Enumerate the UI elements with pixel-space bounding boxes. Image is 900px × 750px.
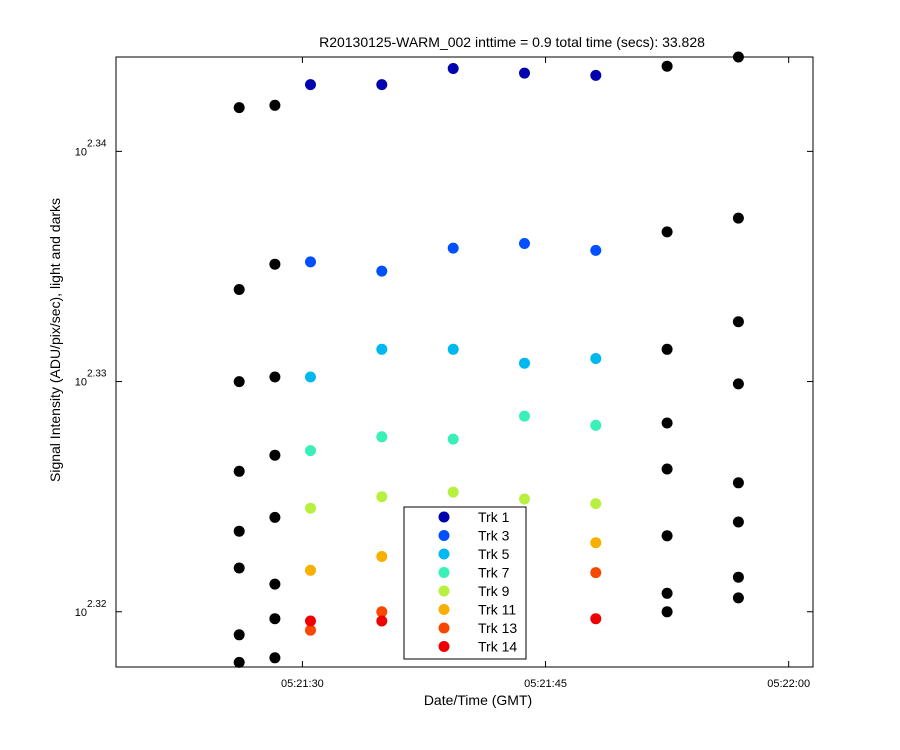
data-point-trk-5	[519, 357, 530, 369]
data-point-dark	[661, 606, 673, 618]
data-points	[233, 51, 744, 668]
legend-marker	[438, 641, 450, 652]
data-point-trk-9	[305, 502, 316, 514]
data-point-dark	[233, 284, 245, 295]
legend-label: Trk 1	[478, 509, 510, 525]
data-point-trk-7	[447, 433, 459, 445]
data-point-trk-13	[590, 567, 602, 579]
data-point-trk-11	[305, 564, 316, 576]
data-point-trk-13	[376, 606, 388, 618]
data-point-trk-9	[376, 491, 388, 503]
data-point-dark	[233, 656, 245, 668]
data-point-trk-7	[519, 410, 530, 422]
data-point-trk-11	[376, 551, 388, 562]
axis-ticks: 05:21:30 05:21:45 05:22:00102.32102.33102.…	[75, 57, 813, 690]
legend-label: Trk 5	[478, 546, 510, 562]
data-point-dark	[269, 511, 281, 523]
data-point-trk-14	[305, 615, 316, 627]
data-point-dark	[732, 516, 744, 528]
y-tick-label-exponent: 2.33	[87, 369, 107, 380]
legend-label: Trk 9	[478, 583, 510, 599]
data-point-dark	[732, 571, 744, 583]
data-point-dark	[661, 530, 673, 542]
legend-marker	[438, 622, 450, 634]
data-point-dark	[661, 60, 673, 72]
data-point-trk-3	[376, 265, 388, 277]
legend-label: Trk 11	[478, 602, 516, 618]
data-point-trk-14	[590, 613, 602, 625]
legend-marker	[438, 511, 450, 523]
data-point-dark	[732, 212, 744, 224]
legend-label: Trk 7	[478, 565, 510, 581]
y-tick-label-base: 10	[75, 377, 87, 389]
data-point-dark	[233, 629, 245, 641]
data-point-dark	[233, 525, 245, 537]
data-point-trk-1	[447, 63, 459, 74]
y-axis-label: Signal Intensity (ADU/pix/sec), light an…	[47, 198, 63, 482]
data-point-dark	[732, 378, 744, 390]
data-point-dark	[233, 562, 245, 574]
data-point-trk-3	[447, 242, 459, 254]
data-point-dark	[269, 578, 281, 590]
data-point-trk-7	[590, 419, 602, 431]
y-tick-label-base: 10	[75, 607, 87, 619]
data-point-dark	[661, 587, 673, 599]
data-point-dark	[732, 592, 744, 604]
x-tick-label: 05:21:30	[281, 678, 324, 690]
data-point-trk-13	[305, 624, 316, 636]
y-tick-label-exponent: 2.34	[87, 138, 107, 149]
data-point-trk-9	[519, 493, 530, 505]
data-point-dark	[661, 226, 673, 238]
legend-marker	[438, 604, 450, 615]
legend-label: Trk 3	[478, 528, 510, 544]
data-point-dark	[732, 316, 744, 328]
legend: Trk 1 Trk 3 Trk 5 Trk 7 Trk 9 Trk 11 Trk 13 Trk…	[403, 506, 527, 660]
data-point-trk-11	[590, 537, 602, 549]
data-point-trk-5	[447, 343, 459, 355]
data-point-dark	[269, 613, 281, 625]
data-point-trk-3	[519, 238, 530, 249]
data-point-trk-1	[590, 69, 602, 81]
data-point-trk-7	[376, 431, 388, 443]
data-point-trk-5	[590, 353, 602, 364]
data-point-trk-5	[376, 343, 388, 355]
data-point-dark	[269, 449, 281, 461]
x-tick-label: 05:21:45	[524, 678, 567, 690]
data-point-dark	[233, 102, 245, 114]
data-point-dark	[269, 652, 281, 664]
data-point-trk-1	[376, 79, 388, 91]
x-axis-label: Date/Time (GMT)	[424, 692, 532, 708]
data-point-dark	[269, 258, 281, 270]
data-point-trk-3	[590, 244, 602, 256]
data-point-dark	[661, 343, 673, 355]
data-point-dark	[661, 463, 673, 475]
legend-marker	[438, 567, 450, 578]
data-point-trk-1	[519, 67, 530, 79]
data-point-dark	[269, 99, 281, 111]
legend-label: Trk 14	[478, 639, 517, 655]
data-point-dark	[269, 371, 281, 383]
data-point-trk-14	[376, 615, 388, 627]
data-point-trk-7	[305, 445, 316, 457]
data-point-trk-3	[305, 256, 316, 268]
chart-title: R20130125-WARM_002 inttime = 0.9 total t…	[319, 34, 705, 50]
data-point-dark	[233, 376, 245, 388]
data-point-dark	[732, 51, 744, 63]
data-point-trk-9	[590, 498, 602, 510]
y-tick-label-exponent: 2.32	[87, 599, 107, 610]
data-point-dark	[732, 477, 744, 489]
legend-box	[403, 506, 527, 660]
data-point-dark	[233, 465, 245, 477]
data-point-trk-9	[447, 486, 459, 498]
x-tick-label: 05:22:00	[767, 678, 810, 690]
legend-marker	[438, 530, 450, 541]
y-tick-label-base: 10	[75, 146, 87, 158]
legend-marker	[438, 548, 450, 560]
data-point-trk-5	[305, 371, 316, 383]
data-point-dark	[661, 417, 673, 429]
legend-marker	[438, 585, 450, 597]
data-point-trk-1	[305, 79, 316, 91]
legend-label: Trk 13	[478, 620, 517, 636]
